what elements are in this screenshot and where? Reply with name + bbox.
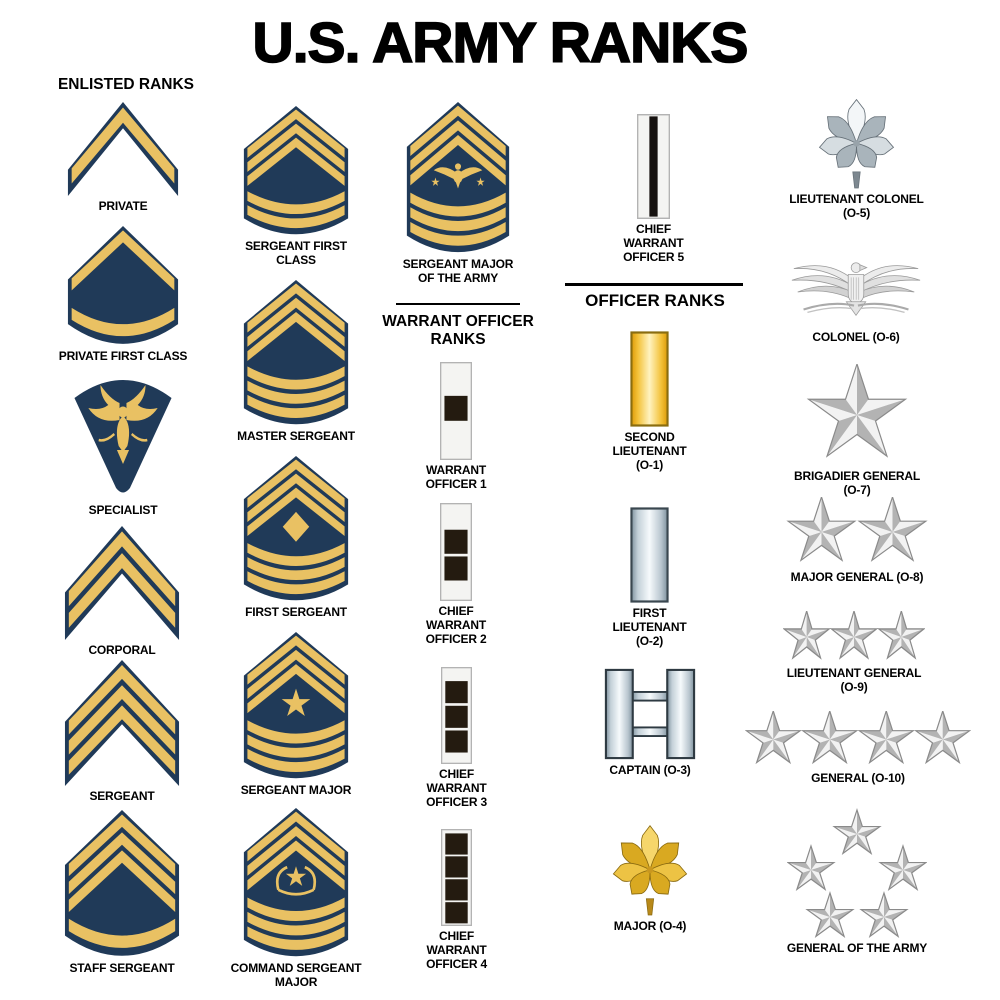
rank-label: GENERAL OF THE ARMY bbox=[786, 941, 928, 955]
rank-label: BRIGADIER GENERAL (O-7) bbox=[794, 469, 920, 497]
section-header-warrant: WARRANT OFFICER RANKS bbox=[382, 313, 534, 348]
captain-insignia bbox=[604, 668, 696, 760]
rank-item-chief-warrant-officer-5: CHIEF WARRANT OFFICER 5 bbox=[623, 114, 684, 264]
major-insignia bbox=[612, 824, 688, 916]
rank-label: MAJOR (O-4) bbox=[613, 919, 687, 933]
master-sergeant-insignia bbox=[243, 280, 349, 425]
rank-item-lieutenant-colonel: LIEUTENANT COLONEL (O-5) bbox=[789, 92, 924, 221]
sergeant-major-of-the-army-insignia bbox=[406, 102, 510, 253]
page-title: U.S. ARMY RANKS bbox=[252, 10, 749, 76]
rank-item-sergeant-first-class: SERGEANT FIRST CLASS bbox=[243, 106, 349, 268]
rank-label: GENERAL (O-10) bbox=[811, 771, 905, 785]
private-first-class-insignia bbox=[67, 226, 179, 344]
rank-label: CHIEF WARRANT OFFICER 4 bbox=[426, 929, 487, 971]
warrant-section-divider bbox=[396, 303, 520, 305]
rank-item-chief-warrant-officer-3: CHIEF WARRANT OFFICER 3 bbox=[426, 667, 487, 809]
rank-item-sergeant: SERGEANT bbox=[64, 660, 180, 804]
rank-label: LIEUTENANT COLONEL (O-5) bbox=[789, 192, 924, 220]
warrant-officer-1-insignia bbox=[440, 362, 472, 460]
rank-item-chief-warrant-officer-4: CHIEF WARRANT OFFICER 4 bbox=[426, 829, 487, 971]
rank-label: SERGEANT MAJOR OF THE ARMY bbox=[402, 257, 514, 285]
rank-item-major: MAJOR (O-4) bbox=[604, 818, 696, 934]
rank-label: SECOND LIEUTENANT (O-1) bbox=[612, 430, 687, 472]
rank-item-lieutenant-general: LIEUTENANT GENERAL (O-9) bbox=[783, 611, 925, 695]
officer-section-divider bbox=[565, 283, 743, 286]
general-of-the-army-insignia bbox=[787, 808, 927, 938]
rank-label: SERGEANT MAJOR bbox=[240, 783, 352, 797]
chief-warrant-officer-5-insignia bbox=[637, 114, 670, 219]
rank-item-captain: CAPTAIN (O-3) bbox=[604, 668, 696, 778]
lieutenant-colonel-insignia bbox=[818, 98, 895, 189]
chief-warrant-officer-4-insignia bbox=[441, 829, 472, 926]
first-lieutenant-insignia bbox=[630, 507, 669, 603]
rank-item-sergeant-major-of-the-army: SERGEANT MAJOR OF THE ARMY bbox=[403, 102, 513, 286]
rank-item-first-sergeant: FIRST SERGEANT bbox=[243, 456, 349, 620]
rank-label: STAFF SERGEANT bbox=[69, 961, 175, 975]
rank-item-second-lieutenant: SECOND LIEUTENANT (O-1) bbox=[613, 331, 687, 472]
rank-item-private: PRIVATE bbox=[67, 102, 179, 214]
major-general-insignia bbox=[786, 497, 928, 562]
rank-label: SERGEANT FIRST CLASS bbox=[245, 239, 347, 267]
specialist-insignia bbox=[74, 380, 172, 493]
brigadier-general-insignia bbox=[806, 364, 908, 458]
rank-item-chief-warrant-officer-2: CHIEF WARRANT OFFICER 2 bbox=[426, 503, 487, 646]
rank-item-brigadier-general: BRIGADIER GENERAL (O-7) bbox=[794, 364, 920, 498]
rank-label: CORPORAL bbox=[88, 643, 156, 657]
rank-label: CAPTAIN (O-3) bbox=[609, 763, 691, 777]
rank-label: MAJOR GENERAL (O-8) bbox=[790, 570, 924, 584]
private-insignia bbox=[67, 102, 179, 196]
rank-item-corporal: CORPORAL bbox=[64, 526, 180, 658]
rank-item-master-sergeant: MASTER SERGEANT bbox=[237, 280, 355, 444]
rank-item-command-sergeant-major: COMMAND SERGEANT MAJOR bbox=[231, 808, 362, 990]
command-sergeant-major-insignia bbox=[243, 808, 349, 957]
rank-label: PRIVATE bbox=[98, 199, 148, 213]
sergeant-major-insignia bbox=[243, 632, 349, 779]
staff-sergeant-insignia bbox=[64, 810, 180, 956]
first-sergeant-insignia bbox=[243, 456, 349, 601]
rank-label: CHIEF WARRANT OFFICER 5 bbox=[623, 222, 684, 264]
general-insignia bbox=[745, 711, 971, 765]
sergeant-insignia bbox=[64, 660, 180, 786]
rank-label: MASTER SERGEANT bbox=[237, 429, 355, 443]
rank-item-first-lieutenant: FIRST LIEUTENANT (O-2) bbox=[613, 507, 687, 648]
rank-item-general: GENERAL (O-10) bbox=[745, 711, 971, 786]
rank-label: LIEUTENANT GENERAL (O-9) bbox=[786, 666, 922, 694]
second-lieutenant-insignia bbox=[630, 331, 669, 427]
rank-label: SPECIALIST bbox=[88, 503, 158, 517]
chief-warrant-officer-2-insignia bbox=[440, 503, 472, 601]
rank-label: SERGEANT bbox=[89, 789, 155, 803]
rank-item-warrant-officer-1: WARRANT OFFICER 1 bbox=[426, 362, 487, 492]
rank-item-colonel: COLONEL (O-6) bbox=[788, 255, 924, 345]
section-header-officer: OFFICER RANKS bbox=[585, 291, 725, 310]
rank-label: FIRST LIEUTENANT (O-2) bbox=[612, 606, 687, 648]
lieutenant-general-insignia bbox=[783, 611, 925, 660]
rank-item-general-of-the-army: GENERAL OF THE ARMY bbox=[787, 808, 927, 956]
rank-item-specialist: SPECIALIST bbox=[71, 370, 175, 518]
rank-item-major-general: MAJOR GENERAL (O-8) bbox=[786, 497, 928, 585]
section-header-enlisted: ENLISTED RANKS bbox=[57, 76, 195, 93]
rank-label: FIRST SERGEANT bbox=[245, 605, 347, 619]
sergeant-first-class-insignia bbox=[243, 106, 349, 235]
rank-item-sergeant-major: SERGEANT MAJOR bbox=[241, 632, 351, 798]
rank-label: WARRANT OFFICER 1 bbox=[425, 463, 487, 491]
rank-label: COLONEL (O-6) bbox=[812, 330, 900, 344]
rank-label: COMMAND SERGEANT MAJOR bbox=[230, 961, 362, 989]
corporal-insignia bbox=[64, 526, 180, 640]
rank-item-private-first-class: PRIVATE FIRST CLASS bbox=[59, 226, 187, 364]
rank-label: CHIEF WARRANT OFFICER 3 bbox=[426, 767, 487, 809]
rank-label: CHIEF WARRANT OFFICER 2 bbox=[425, 604, 487, 646]
rank-item-staff-sergeant: STAFF SERGEANT bbox=[64, 810, 180, 976]
chief-warrant-officer-3-insignia bbox=[441, 667, 472, 764]
rank-label: PRIVATE FIRST CLASS bbox=[58, 349, 188, 363]
colonel-insignia bbox=[791, 262, 921, 316]
